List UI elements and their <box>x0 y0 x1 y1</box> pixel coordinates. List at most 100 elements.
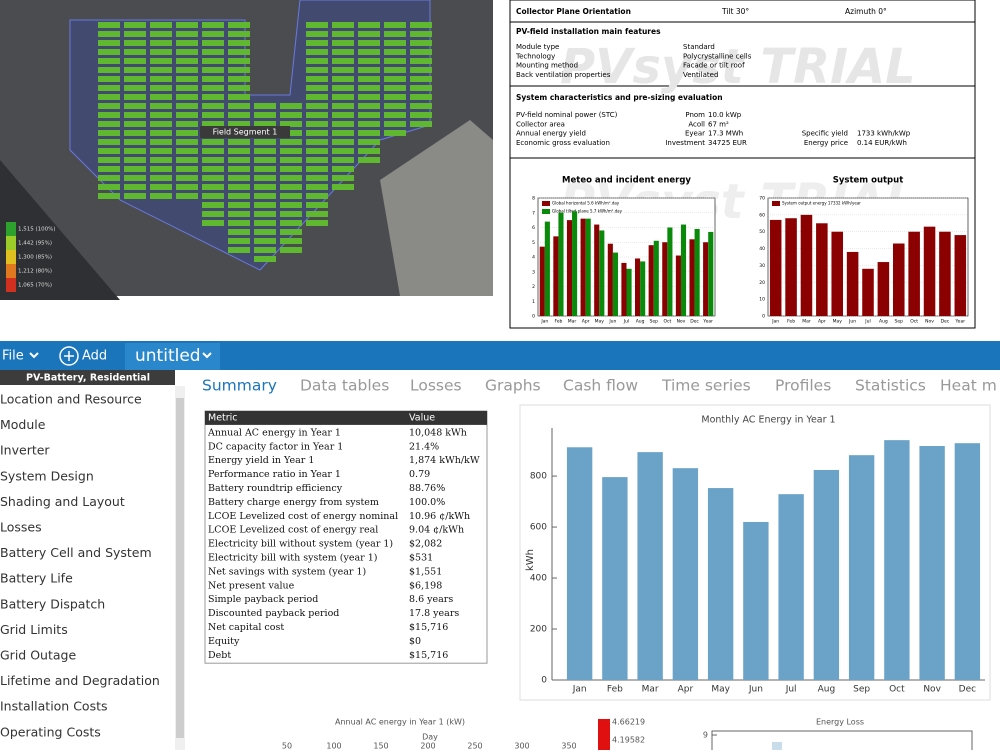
pv-module <box>280 229 302 235</box>
sidebar-item[interactable]: Losses <box>0 520 42 535</box>
pv-module <box>306 193 328 199</box>
tab[interactable]: Summary <box>202 377 277 395</box>
file-menu[interactable]: File <box>2 349 24 364</box>
legend-swatch <box>772 201 780 206</box>
pv-module <box>254 238 276 244</box>
pv-module <box>410 49 432 55</box>
report-cell: 17.3 MWh <box>708 130 743 138</box>
sidebar-item[interactable]: Installation Costs <box>0 699 108 714</box>
scrollbar-thumb[interactable] <box>176 398 184 738</box>
sidebar-item[interactable]: Battery Dispatch <box>0 596 105 611</box>
sidebar-item[interactable]: Operating Costs <box>0 724 101 739</box>
sidebar-item[interactable]: Location and Resource <box>0 392 142 407</box>
y-axis-label: kWh <box>525 549 536 571</box>
pv-module <box>228 175 250 181</box>
tab[interactable]: Graphs <box>485 377 541 395</box>
bar <box>675 255 681 316</box>
plot-frame <box>711 730 973 754</box>
y-tick-label: 30 <box>759 263 765 269</box>
pv-module <box>150 175 172 181</box>
x-tick-label: Jul <box>785 685 797 695</box>
tab[interactable]: Profiles <box>775 377 831 395</box>
sidebar-item[interactable]: Shading and Layout <box>0 494 125 509</box>
pv-module <box>124 31 146 37</box>
x-tick-label: Jun <box>848 319 856 325</box>
bar <box>680 224 687 316</box>
table-cell: Electricity bill without system (year 1) <box>208 539 393 550</box>
pv-module <box>150 49 172 55</box>
sidebar-item[interactable]: System Design <box>0 468 94 483</box>
bar <box>585 218 591 316</box>
project-name[interactable]: untitled <box>135 346 201 366</box>
x-tick-label: Dec <box>690 319 699 325</box>
pv-module <box>332 130 354 136</box>
table-cell: Debt <box>208 650 231 661</box>
bar <box>553 236 559 316</box>
pv-module <box>410 40 432 46</box>
pv-module <box>358 40 380 46</box>
pv-module <box>384 67 406 73</box>
label-bg <box>200 126 290 138</box>
tab[interactable]: Time series <box>661 377 751 395</box>
table-cell: 1,874 kWh/kW <box>409 455 480 466</box>
pv-module <box>124 112 146 118</box>
pv-module <box>280 202 302 208</box>
pv-module <box>98 139 120 145</box>
x-tick-label: Apr <box>678 685 694 695</box>
pv-module <box>98 49 120 55</box>
legend-label: 1,442 (95%) <box>18 241 52 247</box>
sidebar-item[interactable]: Grid Limits <box>0 622 68 637</box>
pv-module <box>202 202 224 208</box>
pv-module <box>150 31 172 37</box>
project-tab[interactable] <box>125 343 220 370</box>
table-cell: Energy yield in Year 1 <box>208 455 314 466</box>
pv-module <box>358 130 380 136</box>
table-cell: $15,716 <box>409 650 448 661</box>
tab[interactable]: Losses <box>410 377 462 395</box>
pv-module <box>332 112 354 118</box>
sidebar-item[interactable]: Module <box>0 417 46 432</box>
pv-module <box>228 184 250 190</box>
add-button[interactable]: Add <box>82 349 107 364</box>
x-tick-label: 350 <box>561 742 576 751</box>
tab[interactable]: Cash flow <box>563 377 638 395</box>
tab[interactable]: Statistics <box>855 377 926 395</box>
pv-module <box>280 193 302 199</box>
pv-module <box>98 112 120 118</box>
legend-swatch <box>6 222 16 236</box>
x-tick-label: 200 <box>420 742 435 751</box>
tab[interactable]: Heat m <box>940 377 997 395</box>
sidebar-item[interactable]: Battery Life <box>0 571 73 586</box>
bar <box>566 220 573 316</box>
sidebar-item[interactable]: Grid Outage <box>0 648 76 663</box>
pv-module <box>98 85 120 91</box>
pv-module <box>228 103 250 109</box>
pv-module <box>332 166 354 172</box>
pv-module <box>254 121 276 127</box>
tab[interactable]: Data tables <box>300 377 389 395</box>
pv-module <box>254 211 276 217</box>
sidebar-header: PV-Battery, Residential <box>26 373 150 384</box>
pv-module <box>358 157 380 163</box>
table-cell: 17.8 years <box>409 608 459 619</box>
sidebar-item[interactable]: Inverter <box>0 443 50 458</box>
pv-module <box>176 166 198 172</box>
bar <box>769 219 782 316</box>
x-tick-label: Feb <box>554 319 562 325</box>
pv-module <box>228 148 250 154</box>
add-icon[interactable] <box>59 346 79 366</box>
bar <box>667 227 673 316</box>
pv-module <box>98 58 120 64</box>
pv-module <box>176 112 198 118</box>
pv-module <box>410 22 432 28</box>
colorbar <box>598 719 610 750</box>
sidebar-item[interactable]: Lifetime and Degradation <box>0 673 160 688</box>
bar <box>607 243 613 316</box>
sidebar-item[interactable]: Battery Cell and System <box>0 545 152 560</box>
x-tick-label: Feb <box>787 319 795 325</box>
pv-module <box>176 139 198 145</box>
table-cell: 8.6 years <box>409 594 453 605</box>
table-cell: Electricity bill with system (year 1) <box>208 552 377 563</box>
bar <box>558 212 564 316</box>
pv-module <box>358 112 380 118</box>
